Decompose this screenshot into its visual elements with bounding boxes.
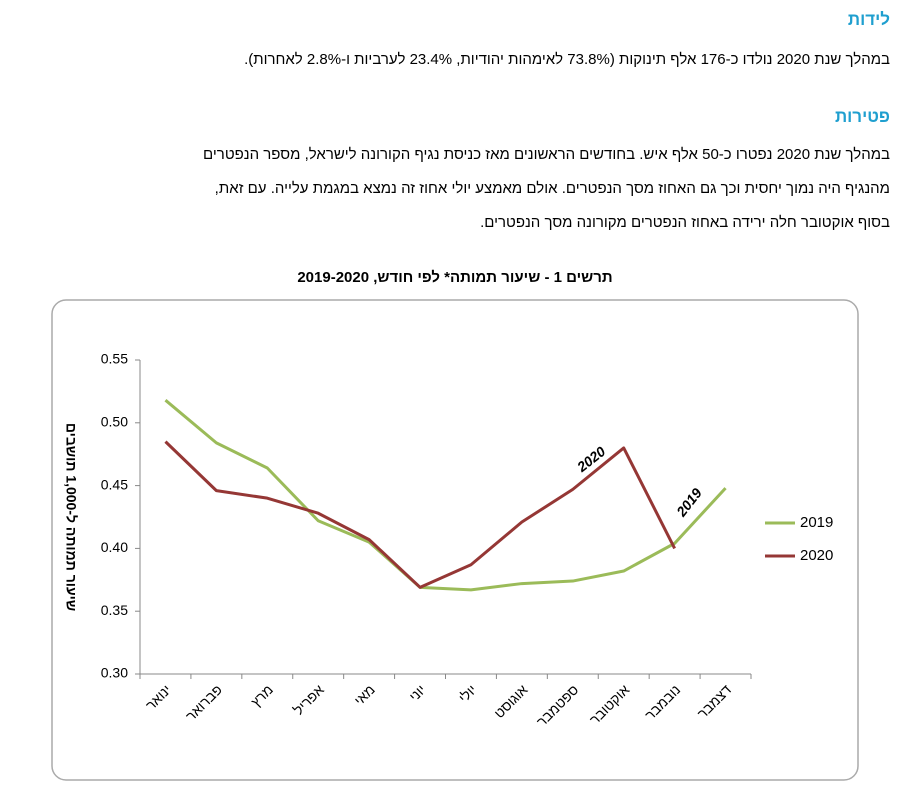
x-tick-label: נובמבר	[642, 681, 684, 723]
x-tick-label: פברואר	[182, 681, 225, 724]
series-line	[164, 440, 676, 589]
legend-label: 2020	[800, 547, 833, 564]
chart-title: תרשים 1 - שיעור תמותה* לפי חודש, 2019-20…	[297, 269, 612, 286]
chart-frame	[51, 299, 859, 781]
x-tick-label: יוני	[406, 681, 429, 704]
x-tick-label: אוקטובר	[586, 681, 632, 727]
y-tick-label: 0.50	[101, 414, 128, 430]
x-tick-label: מרץ	[248, 681, 276, 709]
x-tick-label: ינואר	[142, 681, 174, 713]
x-tick-label: אוגוסט	[491, 681, 531, 721]
y-tick-label: 0.45	[101, 476, 128, 492]
y-tick-label: 0.55	[101, 351, 128, 367]
x-tick-label: אפריל	[290, 681, 327, 718]
x-tick-label: ספטמבר	[533, 681, 581, 729]
legend-label: 2019	[800, 514, 833, 531]
paragraph-line: בסוף אוקטובר חלה ירידה באחוז הנפטרים מקו…	[480, 214, 890, 231]
paragraph-line: מהנגיף היה נמוך יחסית וכך גם האחוז מסך ה…	[214, 180, 890, 197]
y-axis-label: שיעור תמותה ל-1,000 תושבים	[63, 423, 79, 611]
y-tick-label: 0.35	[101, 602, 128, 618]
y-tick-label: 0.40	[101, 539, 128, 555]
series-line	[164, 399, 727, 592]
paragraph: במהלך שנת 2020 נולדו כ-176 אלף תינוקות (…	[244, 51, 890, 68]
section-heading: לידות	[847, 10, 890, 29]
x-tick-label: מאי	[351, 681, 378, 708]
annotation: 2020	[573, 443, 608, 476]
paragraph-line: במהלך שנת 2020 נפטרו כ-50 אלף איש. בחודש…	[203, 146, 890, 163]
x-tick-label: דצמבר	[694, 681, 734, 721]
x-tick-label: יולי	[455, 681, 479, 705]
section-heading: פטירות	[834, 107, 890, 126]
y-tick-label: 0.30	[101, 665, 128, 681]
